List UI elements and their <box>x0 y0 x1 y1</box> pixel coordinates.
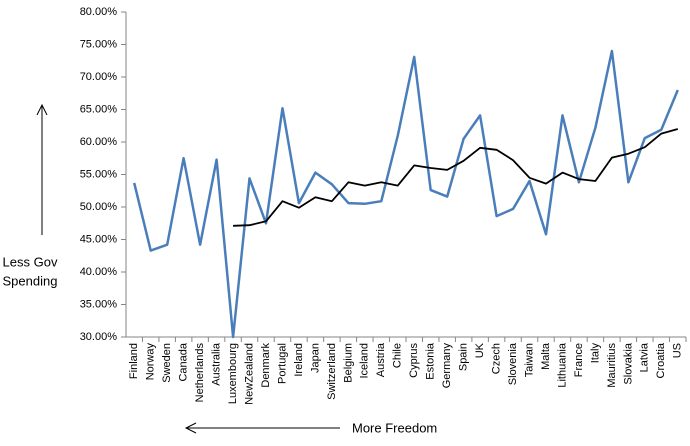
x-tick-label: NewZealand <box>243 343 255 405</box>
x-tick-label: Malta <box>540 342 552 370</box>
x-tick-label: Ireland <box>293 343 305 377</box>
series-line <box>233 128 679 227</box>
x-tick-label: Canada <box>178 342 190 381</box>
x-tick-label: Croatia <box>655 342 667 378</box>
x-tick-label: UK <box>474 342 486 358</box>
y-tick-label: 45.00% <box>80 233 118 245</box>
y-tick-label: 35.00% <box>80 298 118 310</box>
x-tick-label: Switzerland <box>326 343 338 400</box>
series-line <box>132 49 679 339</box>
x-tick-label: Mauritius <box>606 343 618 388</box>
x-tick-label: France <box>573 343 585 377</box>
y-tick-label: 30.00% <box>80 331 118 343</box>
x-tick-label: Sweden <box>161 343 173 383</box>
x-tick-label: Lithuania <box>556 342 568 388</box>
x-tick-label: Latvia <box>639 342 651 372</box>
x-tick-label: Iceland <box>359 343 371 378</box>
x-tick-label: Austria <box>375 342 387 377</box>
x-annotation: More Freedom <box>352 420 437 435</box>
left-arrow-head <box>184 422 197 434</box>
x-tick-label: Australia <box>210 342 222 386</box>
x-tick-label: Spain <box>458 343 470 371</box>
x-tick-label: Slovakia <box>622 342 634 384</box>
x-tick-label: Slovenia <box>507 342 519 385</box>
x-tick-label: Luxembourg <box>227 343 239 404</box>
x-tick-label: Italy <box>589 343 601 364</box>
x-tick-label: Cyprus <box>408 343 420 378</box>
x-tick-label: Chile <box>392 343 404 368</box>
y-tick-label: 75.00% <box>80 38 118 50</box>
x-tick-label: Estonia <box>425 342 437 380</box>
y-tick-label: 50.00% <box>80 201 118 213</box>
y-annotation: Spending <box>3 273 58 288</box>
x-tick-label: Norway <box>145 343 157 381</box>
x-tick-label: Czech <box>490 343 502 374</box>
y-tick-label: 70.00% <box>80 71 118 83</box>
y-annotation: Less Gov <box>3 254 58 269</box>
y-tick-label: 80.00% <box>80 6 118 18</box>
x-tick-label: Denmark <box>260 343 272 388</box>
x-tick-label: Belgium <box>342 343 354 383</box>
x-tick-label: Netherlands <box>194 343 206 403</box>
x-tick-label: Taiwan <box>523 343 535 377</box>
y-tick-label: 55.00% <box>80 168 118 180</box>
y-tick-label: 40.00% <box>80 266 118 278</box>
x-tick-label: Japan <box>309 343 321 373</box>
up-arrow-head <box>36 103 48 116</box>
x-tick-label: Finland <box>128 343 140 379</box>
x-tick-label: Germany <box>441 343 453 389</box>
y-tick-label: 60.00% <box>80 136 118 148</box>
x-tick-label: Portugal <box>276 343 288 384</box>
y-tick-label: 65.00% <box>80 103 118 115</box>
x-tick-label: US <box>672 343 684 358</box>
